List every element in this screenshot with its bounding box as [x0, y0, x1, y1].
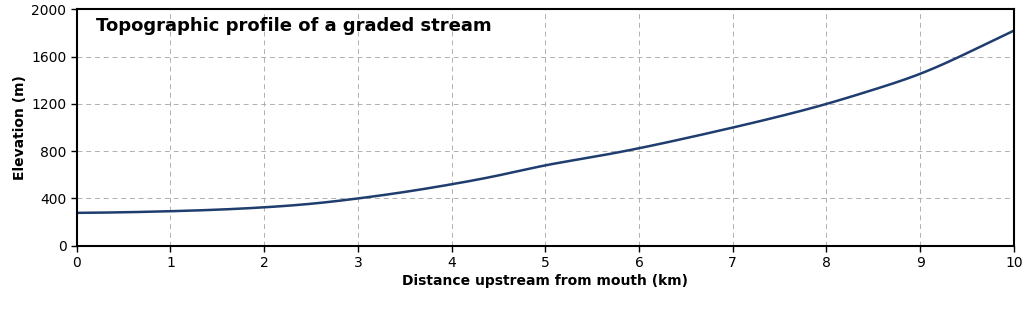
X-axis label: Distance upstream from mouth (km): Distance upstream from mouth (km) — [402, 274, 688, 288]
Y-axis label: Elevation (m): Elevation (m) — [13, 75, 27, 180]
Text: Topographic profile of a graded stream: Topographic profile of a graded stream — [95, 17, 492, 35]
